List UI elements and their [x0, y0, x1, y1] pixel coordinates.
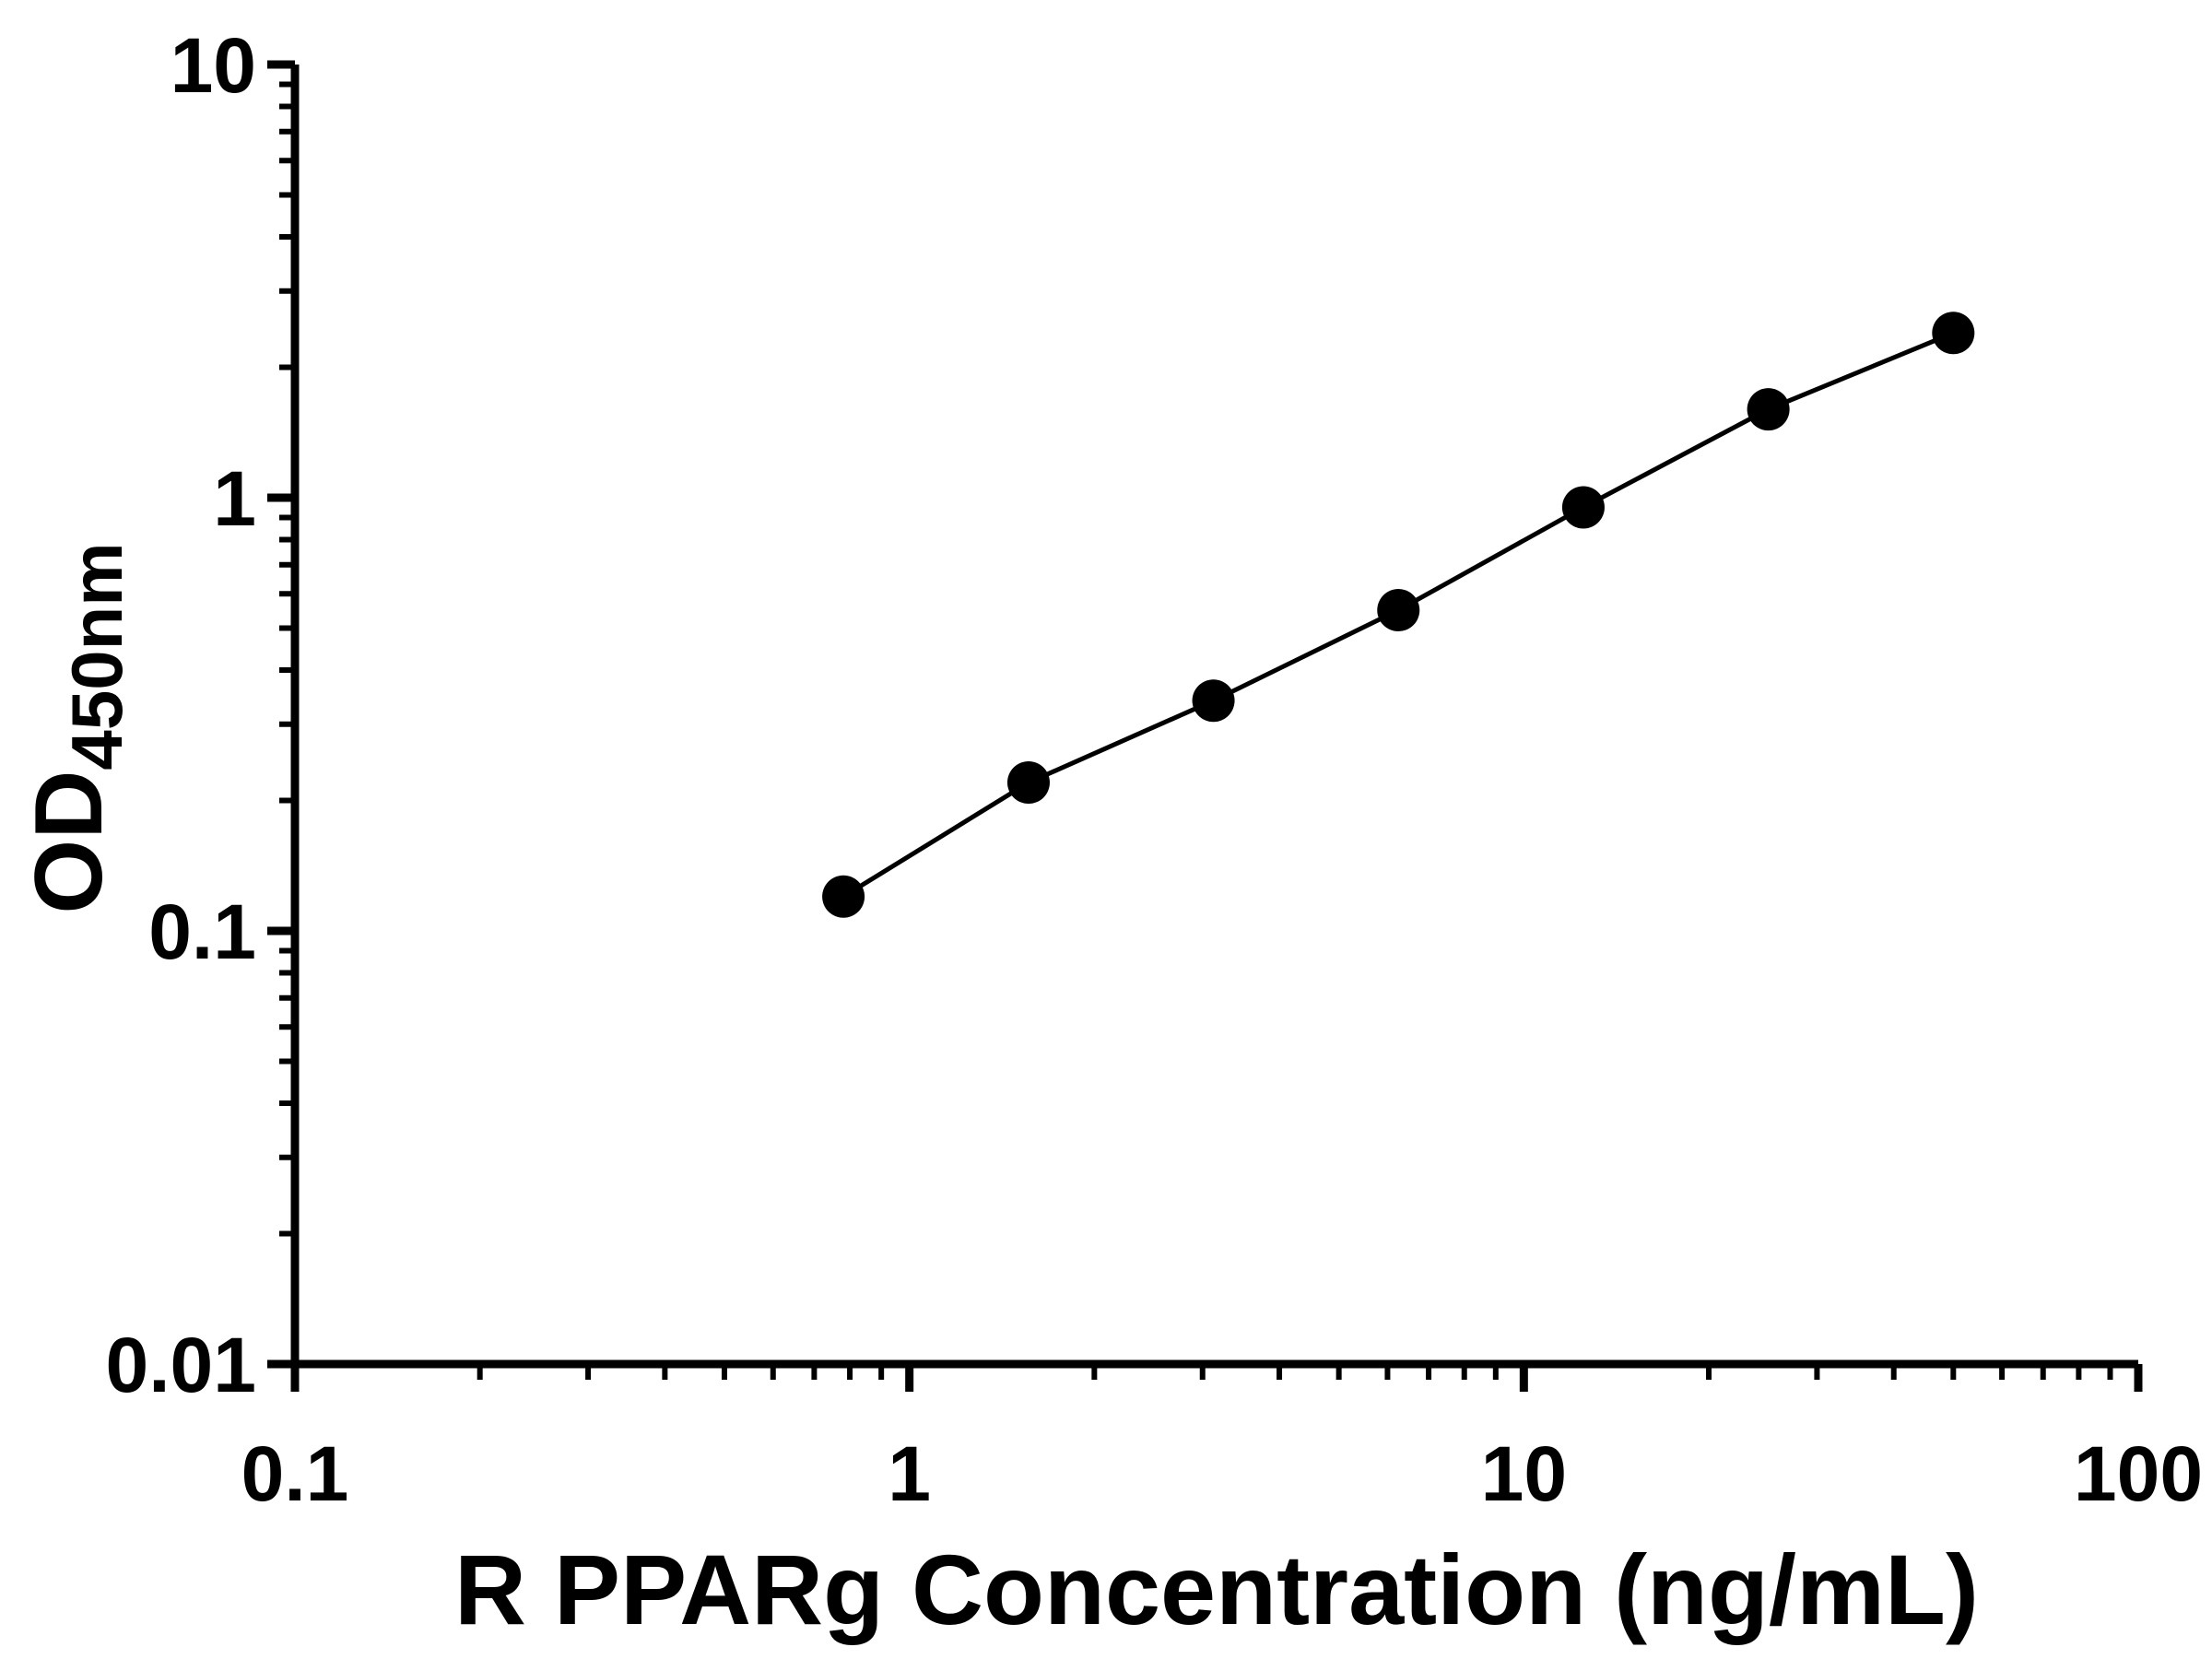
- data-point-marker: [1932, 312, 1975, 355]
- y-axis-title: OD450nm: [16, 542, 137, 913]
- axes-layer: [267, 60, 2143, 1392]
- x-tick-label: 100: [2074, 1430, 2203, 1517]
- y-tick-label: 0.01: [106, 1322, 257, 1408]
- data-point-marker: [1192, 679, 1235, 723]
- x-tick-label: 1: [888, 1430, 931, 1517]
- y-axis-title-main: OD: [16, 771, 123, 914]
- x-axis-title: R PPARg Concentration (ng/mL): [454, 1534, 1979, 1645]
- x-tick-label: 10: [1481, 1430, 1567, 1517]
- data-point-marker: [822, 875, 865, 918]
- y-tick-label: 0.1: [148, 888, 256, 975]
- data-point-marker: [1561, 486, 1605, 529]
- y-tick-label: 10: [171, 22, 256, 109]
- data-point-marker: [1747, 388, 1790, 431]
- x-tick-label: 0.1: [241, 1430, 349, 1517]
- data-point-marker: [1006, 761, 1050, 805]
- tick-label-layer: 0.1 1 10 100 0.01 0.1 1 10: [106, 22, 2204, 1517]
- data-point-marker: [1377, 589, 1420, 632]
- y-tick-label: 1: [213, 455, 256, 542]
- data-layer: [822, 312, 1975, 918]
- y-axis-title-subscript: 450nm: [56, 542, 137, 770]
